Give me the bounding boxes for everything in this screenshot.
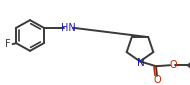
Text: F: F <box>5 39 11 49</box>
Text: N: N <box>137 58 144 68</box>
Text: O: O <box>153 75 161 85</box>
Text: HN: HN <box>62 23 76 33</box>
Text: O: O <box>169 60 177 70</box>
